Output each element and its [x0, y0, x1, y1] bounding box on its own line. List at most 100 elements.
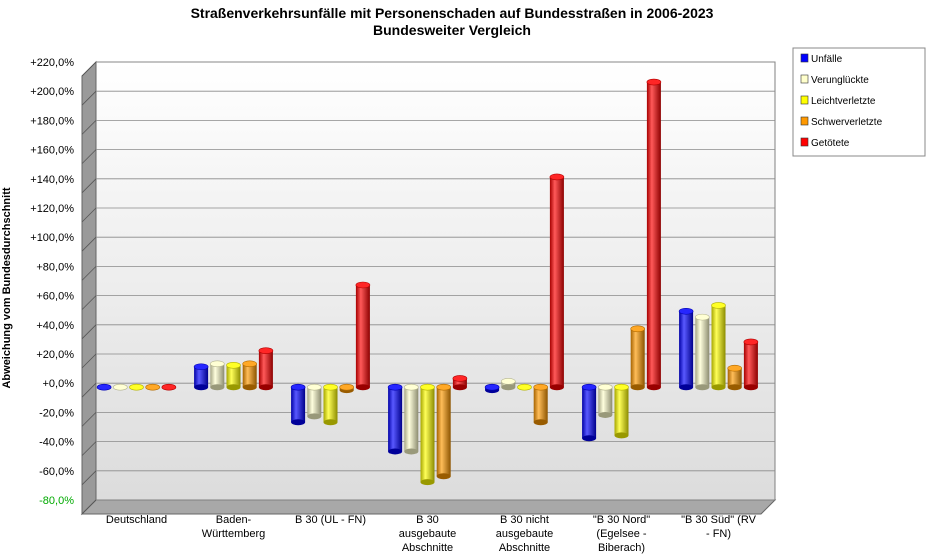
- bar-cap-bottom: [323, 419, 338, 426]
- bar: [193, 363, 209, 391]
- bar-cap-bottom: [307, 413, 322, 420]
- gridlines: [81, 61, 775, 515]
- bar: [258, 347, 274, 391]
- bar-cap-bottom: [420, 479, 435, 486]
- bar-cap-top: [145, 383, 160, 391]
- bar: [581, 383, 597, 442]
- y-tick-label: +20,0%: [36, 349, 74, 361]
- bar-body: [533, 387, 548, 423]
- bar: [290, 383, 306, 426]
- bar: [113, 383, 128, 391]
- bar: [630, 325, 646, 391]
- bar-cap-top: [306, 383, 322, 391]
- chart-title: Straßenverkehrsunfälle mit Personenschad…: [191, 5, 714, 21]
- bar-cap-top: [549, 173, 565, 181]
- bar-cap-top: [403, 383, 419, 391]
- bar: [420, 383, 435, 486]
- bar-cap-top: [533, 383, 549, 391]
- x-tick-label: B 30 ausgebaute Abschnitte: [399, 514, 457, 554]
- bar-cap-top: [323, 383, 338, 391]
- bar-cap-top: [630, 325, 646, 333]
- bar-cap-bottom: [614, 432, 629, 439]
- bar-cap-bottom: [194, 384, 209, 391]
- bar: [226, 361, 241, 391]
- y-tick-label: +220,0%: [30, 57, 74, 69]
- x-tick-label: B 30 nicht ausgebaute Abschnitte: [496, 514, 554, 554]
- bar-cap-top: [161, 383, 177, 391]
- bar: [96, 383, 112, 391]
- bar: [161, 383, 177, 391]
- bar: [549, 173, 565, 391]
- y-axis-label: Abweichung vom Bundesdurchschnitt: [1, 187, 13, 388]
- bar-cap-bottom: [291, 419, 306, 426]
- bar-cap-top: [646, 78, 662, 86]
- bar: [403, 383, 419, 455]
- bar-body: [194, 366, 209, 388]
- bar-body: [711, 305, 726, 388]
- bar-cap-top: [484, 383, 500, 391]
- plot-background: [80, 60, 777, 516]
- x-tick-label: Baden-Württemberg: [202, 514, 266, 540]
- gridline: [81, 178, 97, 194]
- x-tick-label: Deutschland: [106, 514, 167, 526]
- bar: [306, 383, 322, 420]
- bar-cap-top: [242, 360, 257, 368]
- bar-body: [743, 341, 758, 388]
- bar-cap-bottom: [533, 419, 548, 426]
- bar-body: [420, 387, 435, 483]
- x-tick-label: "B 30 Nord" (Egelsee -Biberach): [593, 514, 650, 554]
- bar: [242, 360, 257, 391]
- legend-swatch: [800, 74, 809, 84]
- bar-cap-bottom: [210, 384, 225, 391]
- bar: [129, 383, 144, 391]
- bar-body: [679, 311, 694, 388]
- legend-label: Leichtverletzte: [811, 96, 876, 107]
- legend-swatch: [800, 116, 809, 126]
- bar-cap-bottom: [727, 384, 742, 391]
- bar-cap-top: [711, 302, 726, 309]
- y-tick-label: +160,0%: [30, 145, 74, 157]
- bar-cap-top: [258, 347, 274, 355]
- bar-cap-bottom: [226, 384, 241, 391]
- legend-swatch: [800, 95, 809, 105]
- bar: [436, 383, 452, 480]
- bar-body: [258, 350, 273, 388]
- bar-cap-bottom: [388, 448, 403, 455]
- bar: [339, 383, 355, 394]
- gridline: [81, 470, 97, 486]
- gridline: [81, 266, 97, 281]
- bar-body: [630, 328, 645, 388]
- bar: [323, 383, 338, 426]
- legend-label: Schwerverletzte: [811, 117, 883, 128]
- gridline: [81, 441, 97, 456]
- x-tick-label: B 30 (UL - FN): [295, 514, 366, 526]
- x-tick-label: "B 30 Süd" (RV - FN): [681, 514, 757, 540]
- bar-cap-top: [129, 383, 144, 391]
- bar: [517, 383, 532, 391]
- bar-cap-top: [113, 383, 128, 391]
- bar-cap-top: [210, 360, 225, 368]
- bar: [452, 375, 468, 391]
- bar: [484, 383, 500, 394]
- bar: [678, 307, 694, 391]
- bar-cap-top: [694, 313, 710, 321]
- bar-body: [307, 387, 322, 417]
- bar-cap-top: [727, 364, 743, 372]
- gridline: [81, 236, 97, 252]
- side-wall: [81, 60, 97, 516]
- legend: Unfälle Verunglückte Leichtverletzte Schwer…: [792, 47, 926, 157]
- bar-cap-bottom: [711, 384, 726, 391]
- legend-label: Unfälle: [811, 54, 843, 65]
- bar-cap-top: [420, 383, 435, 391]
- bars: [96, 78, 759, 486]
- bar-cap-top: [452, 375, 468, 382]
- bar-cap-bottom: [695, 384, 710, 391]
- bar-body: [598, 387, 613, 415]
- y-tick-label: +60,0%: [36, 291, 74, 303]
- bar-cap-top: [517, 383, 532, 391]
- bar: [614, 383, 629, 439]
- legend-label: Getötete: [811, 138, 850, 149]
- bar-body: [355, 285, 370, 388]
- bar-cap-bottom: [630, 384, 645, 391]
